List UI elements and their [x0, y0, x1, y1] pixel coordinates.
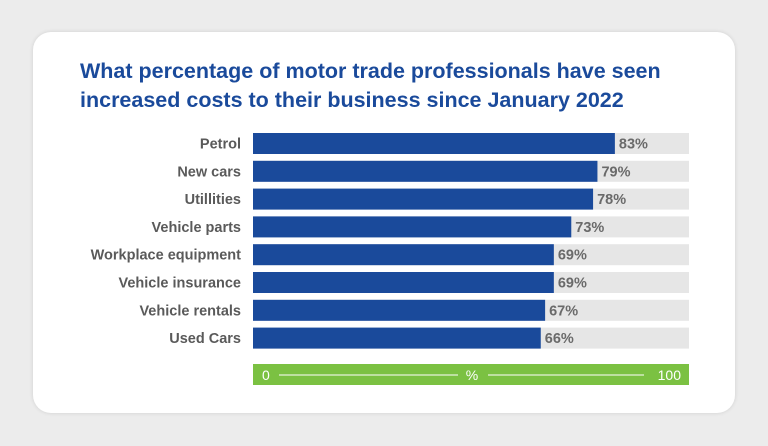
chart-title-line-1: What percentage of motor trade professio… [80, 59, 661, 83]
category-label: Vehicle rentals [139, 303, 241, 319]
bar [253, 244, 554, 266]
value-label: 66% [545, 331, 574, 347]
axis-max-label: 100 [658, 367, 682, 383]
category-label: Petrol [200, 137, 241, 153]
bar [253, 133, 615, 154]
bar [253, 299, 546, 321]
chart-title-line-2: increased costs to their business since … [80, 88, 624, 112]
value-label: 79% [601, 164, 630, 180]
axis-bar-background [253, 364, 689, 385]
bar [253, 188, 594, 210]
chart-title: What percentage of motor trade professio… [80, 57, 720, 115]
axis-unit-label: % [466, 367, 478, 383]
value-label: 73% [575, 220, 604, 236]
bars-group: Petrol 83% New cars 79% Utillities 78% Vehicle… [91, 133, 689, 349]
category-label: New cars [177, 164, 241, 180]
category-label: Vehicle insurance [118, 276, 241, 292]
axis-min-label: 0 [262, 367, 270, 383]
value-label: 69% [558, 248, 587, 264]
bar [253, 216, 572, 238]
category-label: Used Cars [169, 331, 241, 347]
axis-bar: 0 % 100 [253, 364, 689, 385]
bar [253, 327, 541, 349]
value-label: 69% [558, 276, 587, 292]
category-label: Utillities [185, 192, 241, 208]
value-label: 67% [549, 303, 578, 319]
value-label: 78% [597, 192, 626, 208]
bar [253, 160, 598, 182]
bar [253, 272, 554, 293]
category-label: Workplace equipment [91, 248, 242, 264]
category-label: Vehicle parts [152, 220, 241, 236]
value-label: 83% [619, 137, 648, 153]
